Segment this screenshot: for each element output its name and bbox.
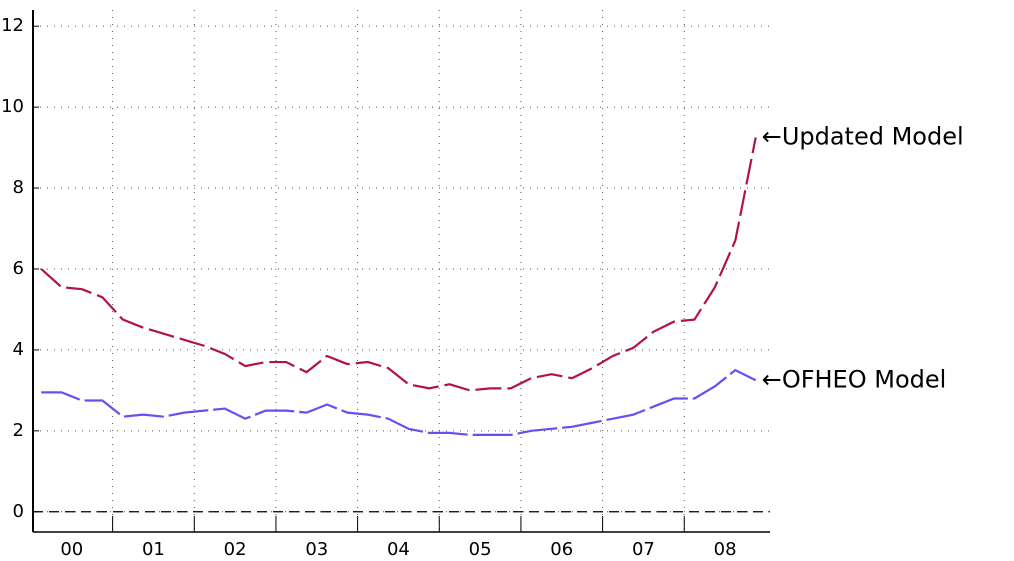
- x-tick-label: 04: [387, 539, 410, 560]
- y-tick-label: 2: [13, 420, 24, 441]
- x-tick-label: 00: [60, 539, 83, 560]
- x-tick-label: 05: [469, 539, 492, 560]
- y-tick-label: 6: [13, 258, 24, 279]
- series-line: [40, 137, 757, 392]
- x-tick-label: 01: [142, 539, 165, 560]
- x-tick-label: 02: [224, 539, 247, 560]
- y-tick-label: 4: [13, 339, 24, 360]
- x-tick-label: 06: [550, 539, 573, 560]
- x-tick-label: 03: [305, 539, 328, 560]
- y-tick-label: 12: [1, 15, 24, 36]
- x-tick-label: 08: [714, 539, 737, 560]
- series-label: ←Updated Model: [762, 122, 964, 150]
- series-line: [41, 368, 757, 436]
- y-tick-label: 8: [13, 177, 24, 198]
- y-tick-label: 0: [13, 501, 24, 522]
- x-tick-label: 07: [632, 539, 655, 560]
- y-tick-label: 10: [1, 96, 24, 117]
- series-label: ←OFHEO Model: [762, 365, 947, 393]
